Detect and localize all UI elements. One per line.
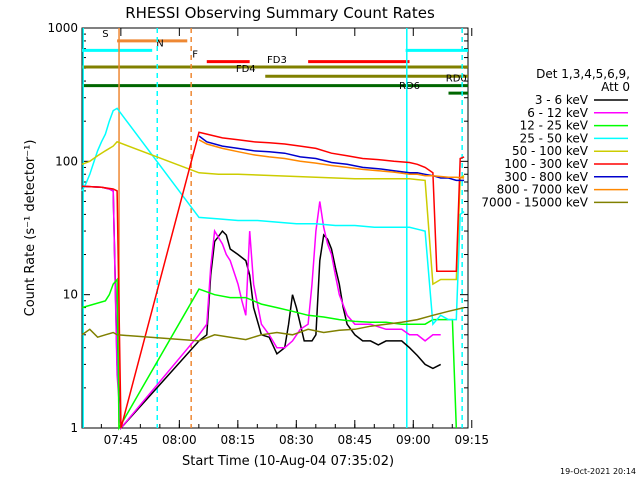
flag-label-f: F bbox=[192, 50, 198, 61]
footer-date: 19-Oct-2021 20:14 bbox=[560, 467, 636, 476]
x-tick-label: 08:15 bbox=[221, 433, 256, 447]
flag-label-rd6: RD6 bbox=[399, 81, 420, 92]
flag-label-fd4: FD4 bbox=[236, 64, 256, 75]
legend-label: 6 - 12 keV bbox=[527, 106, 589, 120]
series-line-100-300-kev bbox=[81, 131, 465, 429]
legend-label: 800 - 7000 keV bbox=[497, 183, 589, 197]
legend-label: 100 - 300 keV bbox=[504, 157, 588, 171]
x-tick-label: 09:15 bbox=[454, 433, 489, 447]
x-tick-label: 08:30 bbox=[279, 433, 314, 447]
legend-title-line-1: Det 1,3,4,5,6,9, bbox=[536, 67, 630, 81]
y-tick-label: 1 bbox=[70, 421, 78, 435]
series-line-7000-15000-kev bbox=[81, 306, 465, 342]
series-line-12-25-kev bbox=[81, 277, 458, 431]
legend-label: 12 - 25 keV bbox=[520, 119, 589, 133]
x-tick-label: 08:00 bbox=[162, 433, 197, 447]
y-tick-label: 100 bbox=[55, 154, 78, 168]
legend-label: 3 - 6 keV bbox=[535, 93, 589, 107]
series-line-25-50-kev bbox=[81, 107, 465, 327]
series-line-50-100-kev bbox=[81, 140, 465, 286]
series-line-800-7000-kev bbox=[198, 139, 465, 179]
legend-label: 7000 - 15000 keV bbox=[481, 195, 588, 209]
y-tick-label: 1000 bbox=[47, 21, 78, 35]
chart-title: RHESSI Observing Summary Count Rates bbox=[125, 4, 435, 22]
legend-label: 300 - 800 keV bbox=[504, 170, 588, 184]
x-tick-label: 07:45 bbox=[104, 433, 139, 447]
legend-label: 25 - 50 keV bbox=[520, 131, 589, 145]
series-line-3-6-kev bbox=[81, 185, 442, 430]
flag-label-s: S bbox=[102, 29, 108, 40]
legend-label: 50 - 100 keV bbox=[512, 144, 589, 158]
y-tick-label: 10 bbox=[63, 288, 78, 302]
legend-title-line-2: Att 0 bbox=[601, 80, 630, 94]
y-axis-label: Count Rate (s⁻¹ detector⁻¹) bbox=[23, 140, 38, 317]
series-line-6-12-kev bbox=[81, 185, 441, 430]
flag-label-fd3: FD3 bbox=[267, 55, 287, 66]
plot-frame bbox=[81, 27, 469, 429]
x-tick-label: 09:00 bbox=[396, 433, 431, 447]
flag-label-rd0: RD0 bbox=[446, 74, 467, 85]
flag-label-n: N bbox=[156, 38, 163, 49]
x-axis-label: Start Time (10-Aug-04 07:35:02) bbox=[182, 454, 394, 469]
x-tick-label: 08:45 bbox=[338, 433, 373, 447]
